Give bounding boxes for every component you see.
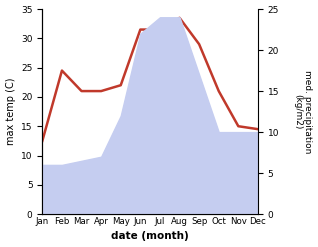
X-axis label: date (month): date (month) [111, 231, 189, 242]
Y-axis label: med. precipitation
(kg/m2): med. precipitation (kg/m2) [293, 70, 313, 153]
Y-axis label: max temp (C): max temp (C) [5, 78, 16, 145]
